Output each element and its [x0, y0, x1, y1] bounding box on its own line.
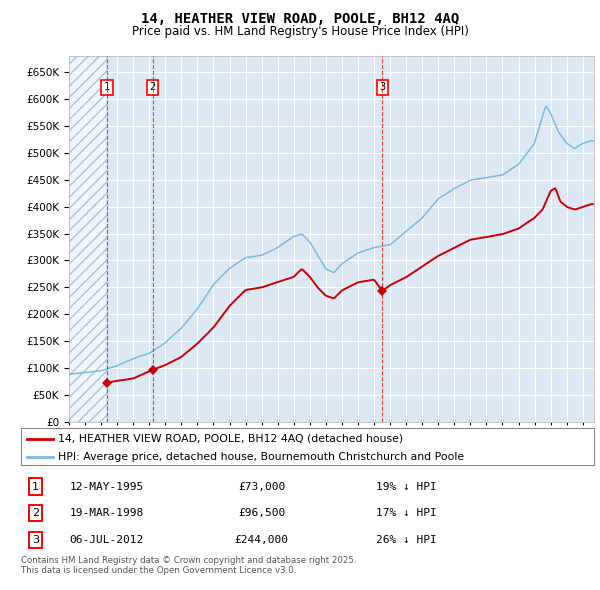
Text: 26% ↓ HPI: 26% ↓ HPI — [376, 535, 437, 545]
Text: 3: 3 — [32, 535, 39, 545]
Bar — [69, 56, 107, 422]
Text: 06-JUL-2012: 06-JUL-2012 — [70, 535, 144, 545]
Text: 19% ↓ HPI: 19% ↓ HPI — [376, 481, 437, 491]
Text: 1: 1 — [104, 82, 110, 92]
Text: 14, HEATHER VIEW ROAD, POOLE, BH12 4AQ: 14, HEATHER VIEW ROAD, POOLE, BH12 4AQ — [141, 12, 459, 26]
Text: 2: 2 — [149, 82, 156, 92]
Text: Contains HM Land Registry data © Crown copyright and database right 2025.
This d: Contains HM Land Registry data © Crown c… — [21, 556, 356, 575]
Text: 1: 1 — [32, 481, 39, 491]
Text: 14, HEATHER VIEW ROAD, POOLE, BH12 4AQ (detached house): 14, HEATHER VIEW ROAD, POOLE, BH12 4AQ (… — [58, 434, 403, 444]
Text: £96,500: £96,500 — [238, 509, 285, 519]
Text: Price paid vs. HM Land Registry's House Price Index (HPI): Price paid vs. HM Land Registry's House … — [131, 25, 469, 38]
Text: 17% ↓ HPI: 17% ↓ HPI — [376, 509, 437, 519]
Text: 19-MAR-1998: 19-MAR-1998 — [70, 509, 144, 519]
Bar — [69, 56, 107, 422]
Text: £244,000: £244,000 — [235, 535, 289, 545]
Text: HPI: Average price, detached house, Bournemouth Christchurch and Poole: HPI: Average price, detached house, Bour… — [58, 452, 464, 462]
Text: 3: 3 — [379, 82, 385, 92]
Text: £73,000: £73,000 — [238, 481, 285, 491]
Text: 12-MAY-1995: 12-MAY-1995 — [70, 481, 144, 491]
Text: 2: 2 — [32, 509, 39, 519]
